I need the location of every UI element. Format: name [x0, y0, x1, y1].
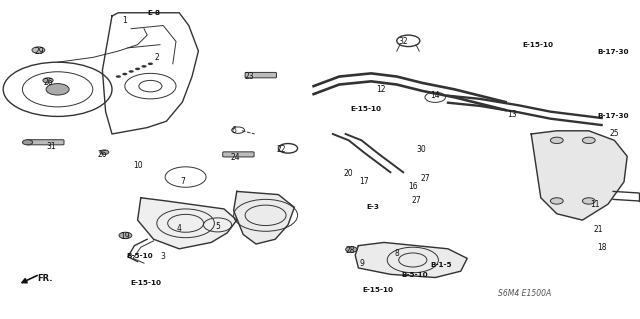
Circle shape — [148, 63, 153, 65]
Text: 4: 4 — [177, 224, 182, 233]
Circle shape — [141, 65, 147, 68]
Text: E-15-10: E-15-10 — [522, 42, 553, 48]
Text: 32: 32 — [398, 37, 408, 46]
Text: B-1-5: B-1-5 — [431, 262, 452, 268]
Text: 26: 26 — [97, 150, 108, 159]
Text: 20: 20 — [344, 169, 354, 178]
Text: 23: 23 — [244, 72, 255, 81]
Text: 10: 10 — [132, 161, 143, 170]
Circle shape — [32, 47, 45, 53]
Circle shape — [100, 150, 109, 154]
Text: 8: 8 — [394, 249, 399, 258]
Circle shape — [346, 247, 357, 252]
Text: E-15-10: E-15-10 — [131, 280, 161, 286]
Text: 5: 5 — [215, 222, 220, 231]
Circle shape — [122, 73, 127, 75]
Text: 22: 22 — [277, 145, 286, 154]
Polygon shape — [138, 198, 237, 249]
FancyBboxPatch shape — [245, 72, 276, 78]
Text: E-15-10: E-15-10 — [351, 106, 381, 112]
Circle shape — [582, 198, 595, 204]
Text: 1: 1 — [122, 16, 127, 25]
Text: B-17-30: B-17-30 — [597, 49, 629, 55]
FancyBboxPatch shape — [223, 152, 254, 157]
Text: 29: 29 — [35, 47, 45, 56]
Text: B-5-10: B-5-10 — [126, 254, 153, 259]
Text: E-3: E-3 — [366, 204, 379, 210]
Text: 13: 13 — [507, 110, 517, 119]
Text: 30: 30 — [416, 145, 426, 154]
Polygon shape — [531, 131, 627, 220]
Text: 25: 25 — [609, 130, 620, 138]
Text: 31: 31 — [46, 142, 56, 151]
Text: S6M4 E1500A: S6M4 E1500A — [498, 289, 552, 298]
Text: 21: 21 — [594, 225, 603, 234]
Text: 18: 18 — [597, 243, 606, 252]
Text: 6: 6 — [231, 126, 236, 135]
Text: E-8: E-8 — [147, 10, 160, 16]
Text: 7: 7 — [180, 177, 185, 186]
Text: 28: 28 — [346, 246, 355, 255]
Circle shape — [46, 84, 69, 95]
Text: 12: 12 — [376, 85, 385, 94]
Text: 27: 27 — [411, 197, 421, 205]
Circle shape — [22, 140, 33, 145]
Text: 2: 2 — [154, 53, 159, 62]
Text: 16: 16 — [408, 182, 418, 191]
Text: 11: 11 — [591, 200, 600, 209]
Circle shape — [550, 137, 563, 144]
Circle shape — [116, 75, 121, 78]
Circle shape — [582, 137, 595, 144]
Text: 24: 24 — [230, 153, 241, 162]
Circle shape — [135, 68, 140, 70]
Text: 17: 17 — [358, 177, 369, 186]
Text: B-17-30: B-17-30 — [597, 113, 629, 119]
Text: B-5-10: B-5-10 — [401, 272, 428, 278]
Text: FR.: FR. — [37, 274, 52, 283]
Text: 27: 27 — [420, 174, 431, 183]
Polygon shape — [355, 242, 467, 278]
Text: 14: 14 — [430, 91, 440, 100]
Circle shape — [129, 70, 134, 73]
Circle shape — [119, 232, 132, 239]
FancyBboxPatch shape — [26, 140, 64, 145]
Circle shape — [43, 78, 53, 83]
Text: 3: 3 — [161, 252, 166, 261]
Text: 9: 9 — [359, 259, 364, 268]
Polygon shape — [234, 191, 294, 244]
Text: 26: 26 — [43, 78, 53, 87]
Circle shape — [550, 198, 563, 204]
Text: E-15-10: E-15-10 — [362, 287, 393, 293]
Text: 19: 19 — [120, 232, 130, 241]
